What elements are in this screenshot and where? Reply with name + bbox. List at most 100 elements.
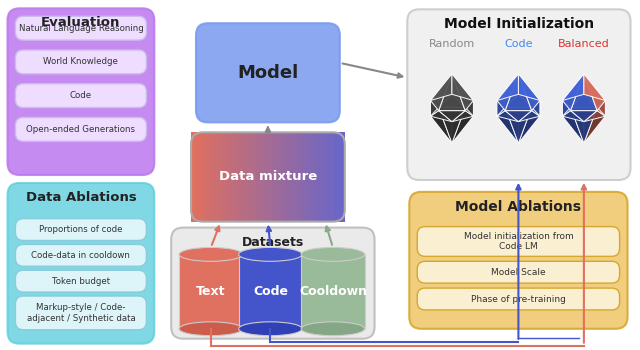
- Text: Model Scale: Model Scale: [491, 268, 546, 277]
- Bar: [203, 132, 207, 222]
- FancyBboxPatch shape: [417, 226, 620, 256]
- Polygon shape: [438, 111, 465, 122]
- Polygon shape: [563, 100, 571, 116]
- Bar: [179, 254, 243, 329]
- Text: Open-ended Generations: Open-ended Generations: [26, 125, 136, 134]
- FancyBboxPatch shape: [15, 84, 147, 107]
- Bar: [237, 132, 241, 222]
- Text: Code: Code: [253, 285, 288, 298]
- Ellipse shape: [179, 322, 243, 336]
- Polygon shape: [452, 94, 474, 107]
- Polygon shape: [518, 94, 540, 107]
- Bar: [303, 132, 307, 222]
- Bar: [291, 132, 295, 222]
- Text: Code: Code: [70, 91, 92, 100]
- Bar: [322, 132, 326, 222]
- Bar: [222, 132, 226, 222]
- Polygon shape: [452, 111, 474, 122]
- Text: Model initialization from
Code LM: Model initialization from Code LM: [463, 232, 573, 251]
- Polygon shape: [438, 94, 465, 107]
- Text: Cooldown: Cooldown: [299, 285, 367, 298]
- Bar: [307, 132, 310, 222]
- Text: Token budget: Token budget: [52, 276, 110, 286]
- Polygon shape: [452, 116, 474, 143]
- FancyBboxPatch shape: [15, 16, 147, 40]
- FancyBboxPatch shape: [196, 23, 340, 122]
- Bar: [260, 132, 264, 222]
- FancyBboxPatch shape: [15, 270, 147, 292]
- Polygon shape: [571, 111, 597, 122]
- Polygon shape: [532, 100, 540, 116]
- Bar: [326, 132, 330, 222]
- Text: Model Initialization: Model Initialization: [444, 17, 594, 31]
- Bar: [310, 132, 314, 222]
- FancyBboxPatch shape: [8, 183, 154, 344]
- FancyBboxPatch shape: [15, 296, 147, 330]
- Bar: [333, 132, 338, 222]
- Polygon shape: [563, 116, 584, 143]
- Polygon shape: [431, 100, 438, 116]
- FancyBboxPatch shape: [417, 261, 620, 283]
- Text: Data Ablations: Data Ablations: [26, 191, 136, 204]
- Ellipse shape: [239, 247, 302, 261]
- Polygon shape: [497, 100, 505, 116]
- Bar: [314, 132, 318, 222]
- Bar: [341, 132, 346, 222]
- Bar: [245, 132, 249, 222]
- Polygon shape: [431, 74, 452, 100]
- Bar: [195, 132, 199, 222]
- Text: Model Ablations: Model Ablations: [456, 200, 581, 214]
- Polygon shape: [505, 74, 532, 111]
- Polygon shape: [497, 74, 518, 100]
- Text: Model: Model: [237, 64, 298, 82]
- Bar: [239, 254, 302, 329]
- FancyBboxPatch shape: [407, 9, 630, 180]
- Polygon shape: [563, 111, 584, 122]
- Polygon shape: [431, 116, 452, 143]
- Ellipse shape: [301, 247, 365, 261]
- Bar: [301, 254, 365, 329]
- Polygon shape: [465, 100, 474, 116]
- Text: Data mixture: Data mixture: [219, 170, 317, 183]
- FancyBboxPatch shape: [8, 8, 154, 175]
- Polygon shape: [518, 111, 540, 122]
- Bar: [272, 132, 276, 222]
- Text: Evaluation: Evaluation: [41, 16, 120, 29]
- FancyBboxPatch shape: [417, 288, 620, 310]
- Bar: [280, 132, 284, 222]
- Text: Markup-style / Code-
adjacent / Synthetic data: Markup-style / Code- adjacent / Syntheti…: [26, 303, 135, 323]
- FancyBboxPatch shape: [15, 244, 147, 266]
- Polygon shape: [452, 74, 474, 111]
- Polygon shape: [518, 116, 540, 143]
- Polygon shape: [497, 100, 505, 116]
- Polygon shape: [584, 111, 605, 122]
- Polygon shape: [571, 107, 597, 143]
- Polygon shape: [518, 107, 540, 143]
- Polygon shape: [497, 111, 518, 122]
- Bar: [230, 132, 234, 222]
- Polygon shape: [518, 74, 540, 111]
- Polygon shape: [452, 74, 474, 100]
- Text: Code-data in cooldown: Code-data in cooldown: [31, 251, 131, 260]
- Bar: [207, 132, 211, 222]
- Bar: [295, 132, 299, 222]
- Polygon shape: [497, 116, 518, 143]
- Polygon shape: [571, 74, 597, 111]
- Polygon shape: [505, 111, 532, 122]
- Polygon shape: [584, 94, 605, 107]
- FancyBboxPatch shape: [171, 228, 374, 339]
- Polygon shape: [563, 100, 571, 116]
- Polygon shape: [438, 107, 465, 143]
- Polygon shape: [571, 94, 597, 107]
- Polygon shape: [563, 107, 584, 143]
- Bar: [253, 132, 257, 222]
- FancyBboxPatch shape: [15, 118, 147, 141]
- Text: Natural Language Reasoning: Natural Language Reasoning: [19, 24, 143, 33]
- Polygon shape: [497, 107, 518, 143]
- Text: Datasets: Datasets: [242, 236, 304, 248]
- Text: Random: Random: [429, 39, 475, 49]
- Bar: [318, 132, 322, 222]
- Polygon shape: [584, 107, 605, 143]
- Polygon shape: [431, 111, 452, 122]
- Polygon shape: [518, 74, 540, 100]
